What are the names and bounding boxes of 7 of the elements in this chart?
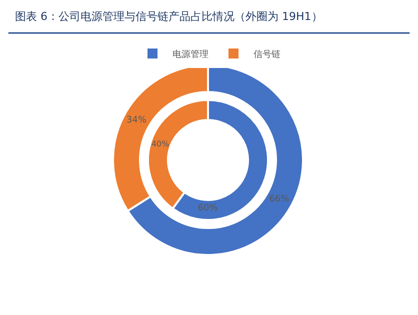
data-label: 40% <box>151 139 170 148</box>
legend-label: 电源管理 <box>172 49 208 60</box>
data-label: 60% <box>198 204 218 214</box>
data-label: 66% <box>269 194 290 204</box>
chart-title: 图表 6：公司电源管理与信号链产品占比情况（外圈为 19H1） <box>15 10 322 23</box>
data-label: 34% <box>126 116 147 126</box>
legend-label: 信号链 <box>254 49 280 60</box>
